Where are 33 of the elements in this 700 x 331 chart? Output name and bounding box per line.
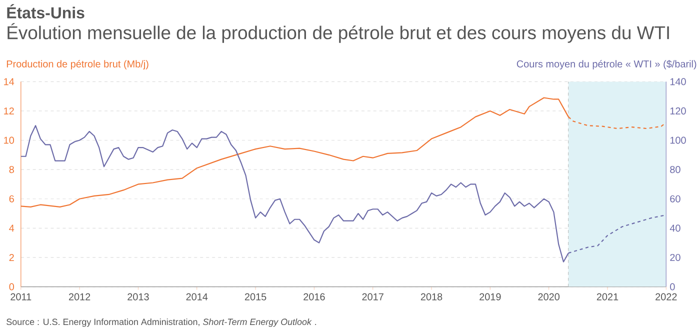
source-note: Source : U.S. Energy Information Administration, Short-Term Energy Outlook .	[6, 318, 316, 328]
y2-tick-label: 0	[670, 283, 675, 291]
y-tick-label: 6	[9, 196, 14, 203]
x-tick-label: 2019	[480, 293, 501, 301]
y-tick-label: 12	[4, 108, 14, 115]
y-tick-label: 14	[4, 78, 14, 86]
chart-subtitle: Évolution mensuelle de la production de pétrole brut et des cours moyens du WTI	[8, 23, 669, 44]
y-tick-label: 10	[4, 136, 14, 144]
y-axis-title: Production de pétrole brut (Mb/j)	[6, 60, 148, 70]
y2-axis-title: Cours moyen du pétrole « WTI » ($/baril)	[516, 60, 696, 70]
x-tick-label: 2012	[68, 293, 90, 301]
y2-tick-label: 140	[670, 78, 686, 86]
y2-tick-label: 100	[670, 136, 686, 144]
x-tick-label: 2015	[244, 293, 266, 301]
y-tick-label: 0	[9, 283, 14, 291]
x-tick-label: 2014	[186, 293, 208, 301]
x-tick-label: 2021	[596, 293, 618, 301]
y2-tick-label: 60	[670, 196, 680, 203]
y2-tick-label: 40	[670, 224, 680, 232]
x-tick-label: 2018	[420, 293, 442, 301]
x-tick-label: 2016	[304, 293, 325, 301]
x-tick-label: 2011	[10, 293, 32, 301]
y2-tick-label: 120	[670, 108, 686, 115]
y-tick-label: 2	[9, 254, 14, 262]
y2-tick-label: 20	[670, 254, 680, 262]
x-tick-label: 2022	[656, 293, 677, 301]
x-tick-label: 2017	[362, 293, 384, 301]
y2-tick-label: 80	[670, 166, 680, 174]
x-tick-label: 2013	[128, 293, 149, 301]
y-tick-label: 8	[9, 166, 14, 174]
chart-title: États-Unis	[7, 4, 84, 19]
x-tick-label: 2020	[538, 293, 560, 301]
y-tick-label: 4	[9, 224, 14, 232]
